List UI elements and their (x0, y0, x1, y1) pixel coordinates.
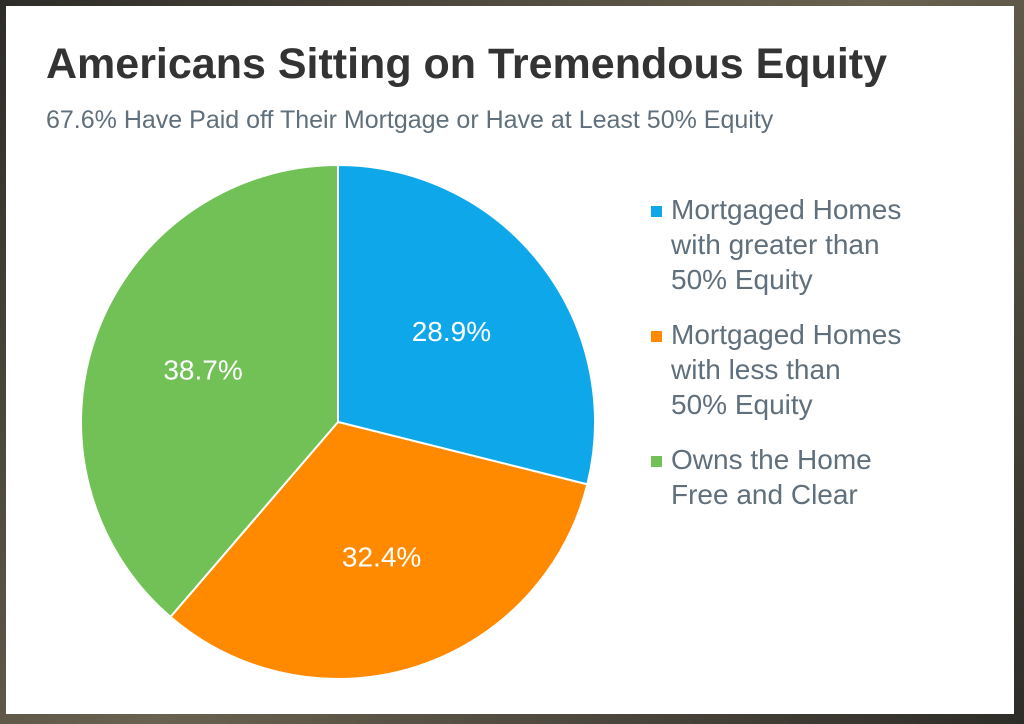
slice-mortgaged-less (169, 420, 589, 680)
chart-legend: Mortgaged Homes with greater than 50% Eq… (649, 192, 979, 532)
legend-label: Owns the Home Free and Clear (671, 444, 872, 510)
legend-label: Mortgaged Homes with greater than 50% Eq… (671, 194, 902, 295)
legend-item-mortgaged-greater: Mortgaged Homes with greater than 50% Eq… (649, 192, 979, 297)
legend-item-mortgaged-less: Mortgaged Homes with less than 50% Equit… (649, 317, 979, 422)
legend-item-free-and-clear: Owns the Home Free and Clear (649, 442, 979, 512)
chart-subtitle: 67.6% Have Paid off Their Mortgage or Ha… (46, 106, 774, 134)
pie-chart: 28.9% 32.4% 38.7% (80, 163, 596, 680)
slice-mortgaged-greater (337, 163, 596, 486)
legend-label: Mortgaged Homes with less than 50% Equit… (671, 319, 902, 420)
legend-swatch-green (651, 456, 662, 467)
slide: Americans Sitting on Tremendous Equity 6… (6, 6, 1014, 714)
data-label-mortgaged-less: 32.4% (342, 542, 421, 573)
legend-swatch-orange (651, 331, 662, 342)
slice-free-and-clear (80, 163, 339, 619)
legend-swatch-blue (651, 206, 662, 217)
data-label-free-and-clear: 38.7% (163, 354, 242, 385)
chart-title: Americans Sitting on Tremendous Equity (46, 40, 888, 88)
data-label-mortgaged-greater: 28.9% (412, 316, 491, 347)
